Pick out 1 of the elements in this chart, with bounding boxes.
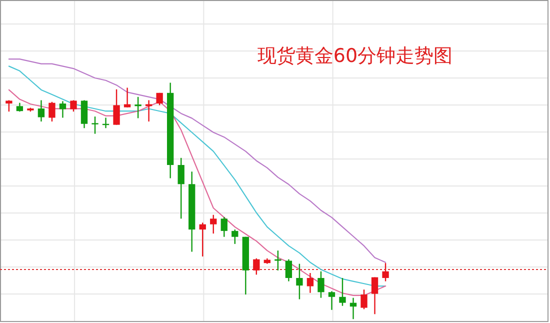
chart-title: 现货黄金60分钟走势图 (257, 45, 453, 67)
